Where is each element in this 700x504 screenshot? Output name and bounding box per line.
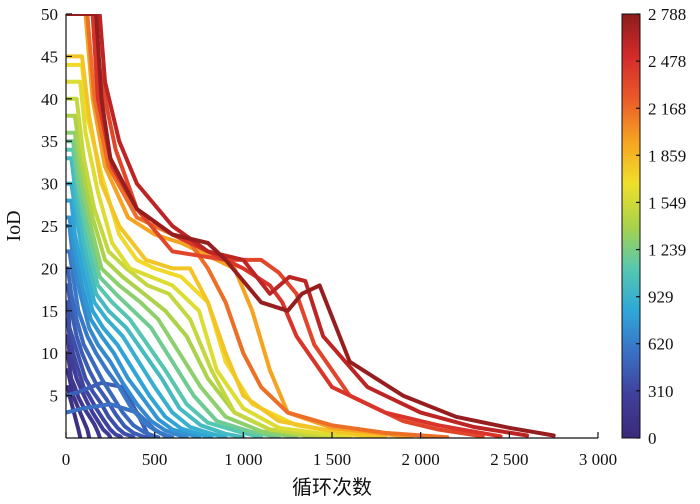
series-line-26 [66, 351, 102, 438]
series-line-7 [66, 54, 388, 438]
series-line-12 [66, 130, 299, 438]
series-line-18 [66, 215, 201, 438]
y-tick-label: 30 [41, 175, 58, 194]
series-line-24 [66, 317, 123, 438]
series-line-20 [66, 249, 175, 438]
colorbar-tick-label: 1 859 [648, 146, 686, 165]
series-line-13 [66, 139, 281, 438]
y-tick-label: 25 [41, 217, 58, 236]
x-tick-label: 1 500 [313, 450, 351, 469]
x-tick-label: 3 000 [579, 450, 617, 469]
series-line-21 [66, 266, 161, 438]
series-line-2 [66, 14, 530, 438]
x-tick-label: 500 [142, 450, 168, 469]
colorbar-tick-label: 2 168 [648, 99, 686, 118]
x-tick-label: 2 500 [490, 450, 528, 469]
axes: 0 500 1 000 1 500 2 000 2 500 3 000 5 10 15 20 25 30… [3, 5, 617, 499]
y-tick-label: 50 [41, 5, 58, 24]
colorbar-tick-label: 1 239 [648, 241, 686, 260]
y-tick-label: 15 [41, 302, 58, 321]
series-line-27 [66, 368, 92, 438]
series-line-1 [66, 14, 556, 438]
y-tick-label: 40 [41, 90, 58, 109]
colorbar-tick-label: 620 [648, 335, 674, 354]
x-tick-label: 0 [62, 450, 71, 469]
colorbar-bar [621, 13, 641, 439]
series-line-3 [66, 14, 503, 438]
series-line-19 [66, 224, 189, 438]
x-tick-label: 1 000 [224, 450, 262, 469]
colorbar-tick-label: 929 [648, 288, 674, 307]
series-line-4 [66, 14, 485, 438]
x-tick-label: 2 000 [402, 450, 440, 469]
colorbar-tick-label: 2 478 [648, 52, 686, 71]
y-tick-label: 35 [41, 132, 58, 151]
colorbar-tick-label: 2 788 [648, 5, 686, 24]
series-line-15 [66, 156, 246, 438]
series-line-25 [66, 334, 113, 438]
colorbar: 0 310 620 929 1 239 1 549 1 859 2 168 2 478 2 788 [621, 5, 686, 448]
x-axis-label: 循环次数 [292, 476, 372, 499]
series-line-23 [66, 300, 136, 438]
y-tick-label: 10 [41, 344, 58, 363]
series-line-5 [66, 14, 450, 438]
y-tick-label: 5 [50, 387, 59, 406]
series-line-17 [66, 198, 214, 438]
series-line-9 [66, 79, 352, 438]
y-tick-label: 20 [41, 259, 58, 278]
colorbar-tick-label: 310 [648, 382, 674, 401]
series-line-10 [66, 96, 334, 438]
y-tick-label: 45 [41, 47, 58, 66]
series-line-16 [66, 181, 228, 438]
colorbar-tick-label: 0 [648, 429, 657, 448]
y-axis-label: IoD [3, 210, 25, 241]
colorbar-tick-label: 1 549 [648, 193, 686, 212]
series-layer [66, 14, 556, 438]
